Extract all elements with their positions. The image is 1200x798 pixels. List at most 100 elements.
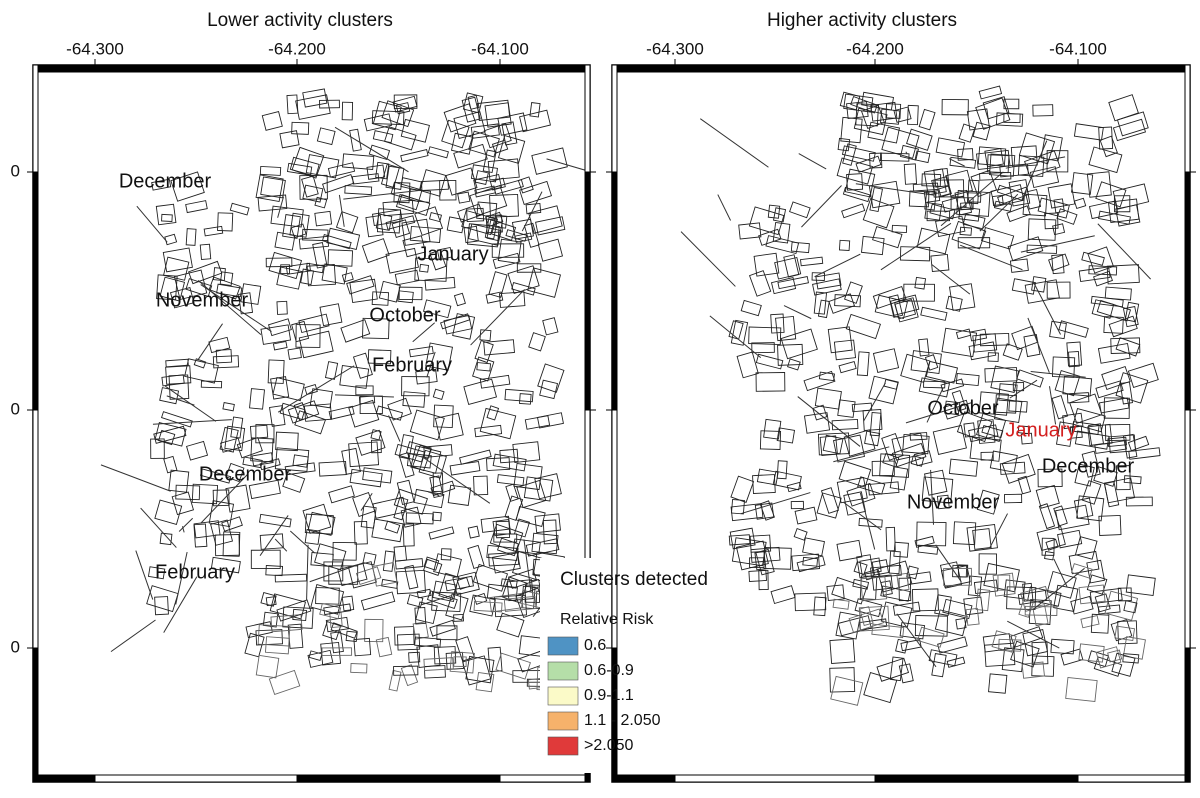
block [1115, 337, 1141, 357]
block [363, 113, 393, 132]
block [748, 206, 785, 236]
block [208, 276, 241, 300]
block [170, 171, 205, 202]
block [402, 235, 427, 258]
block [1090, 613, 1110, 634]
road [935, 544, 962, 583]
block [749, 557, 765, 568]
block [1087, 650, 1109, 668]
block [400, 149, 429, 163]
block [146, 585, 179, 613]
road [783, 305, 812, 320]
block [262, 611, 279, 628]
block [893, 106, 912, 123]
block [528, 205, 563, 234]
block [972, 528, 992, 550]
block [323, 603, 352, 616]
block [924, 469, 948, 496]
block [528, 332, 546, 352]
block [521, 585, 536, 610]
block [1074, 536, 1098, 560]
block [272, 377, 305, 402]
block [1008, 179, 1031, 207]
block [200, 380, 223, 389]
block [1095, 646, 1122, 669]
block [895, 638, 909, 654]
block [287, 347, 302, 360]
block [355, 429, 386, 456]
cluster-label: October [927, 397, 998, 419]
legend-swatch [547, 661, 579, 681]
block [525, 203, 542, 215]
block [770, 313, 785, 334]
block [441, 119, 470, 149]
block [998, 638, 1022, 652]
panel-title: Lower activity clusters [207, 10, 393, 31]
block [817, 299, 830, 319]
block [274, 573, 308, 583]
block [817, 432, 850, 456]
cluster-label: December [1042, 455, 1135, 477]
block [995, 394, 1017, 414]
road [1027, 317, 1050, 373]
block [988, 673, 1008, 694]
block [867, 121, 900, 144]
block [976, 489, 1000, 515]
block [168, 469, 190, 493]
block [859, 575, 878, 600]
block [1008, 400, 1028, 413]
block [918, 108, 936, 131]
block [400, 177, 422, 192]
block [419, 169, 447, 197]
block [473, 592, 488, 605]
road [140, 507, 177, 548]
block [879, 152, 910, 162]
block [302, 184, 324, 203]
road [863, 382, 886, 422]
block [1031, 655, 1055, 677]
block [302, 88, 328, 108]
block [326, 227, 361, 250]
block [1002, 343, 1023, 361]
block [1001, 453, 1036, 484]
block [473, 475, 489, 496]
block [898, 663, 914, 684]
block [485, 291, 504, 304]
block [984, 642, 1016, 667]
block [838, 460, 872, 488]
block [362, 467, 393, 484]
block [729, 527, 756, 550]
road [855, 183, 935, 196]
block [265, 565, 284, 577]
block [941, 327, 978, 358]
block [154, 596, 169, 616]
block [468, 130, 500, 158]
block [169, 286, 195, 309]
block [370, 429, 382, 441]
block [372, 130, 394, 144]
block [519, 109, 551, 133]
block [1124, 301, 1140, 323]
block [345, 630, 358, 643]
block [199, 468, 232, 484]
block [492, 252, 521, 269]
block [844, 281, 863, 304]
block [364, 618, 384, 643]
block [291, 320, 310, 343]
road [259, 515, 289, 556]
block [803, 370, 836, 392]
block [869, 412, 882, 437]
block [871, 559, 890, 576]
block [978, 391, 1009, 416]
block [371, 291, 390, 306]
block [1066, 341, 1083, 367]
block [959, 226, 973, 236]
block [330, 622, 358, 639]
block [991, 630, 1017, 653]
block [997, 186, 1030, 206]
block [930, 253, 950, 273]
block [996, 184, 1026, 202]
block [1127, 435, 1150, 452]
block [879, 453, 911, 478]
block [906, 128, 933, 151]
